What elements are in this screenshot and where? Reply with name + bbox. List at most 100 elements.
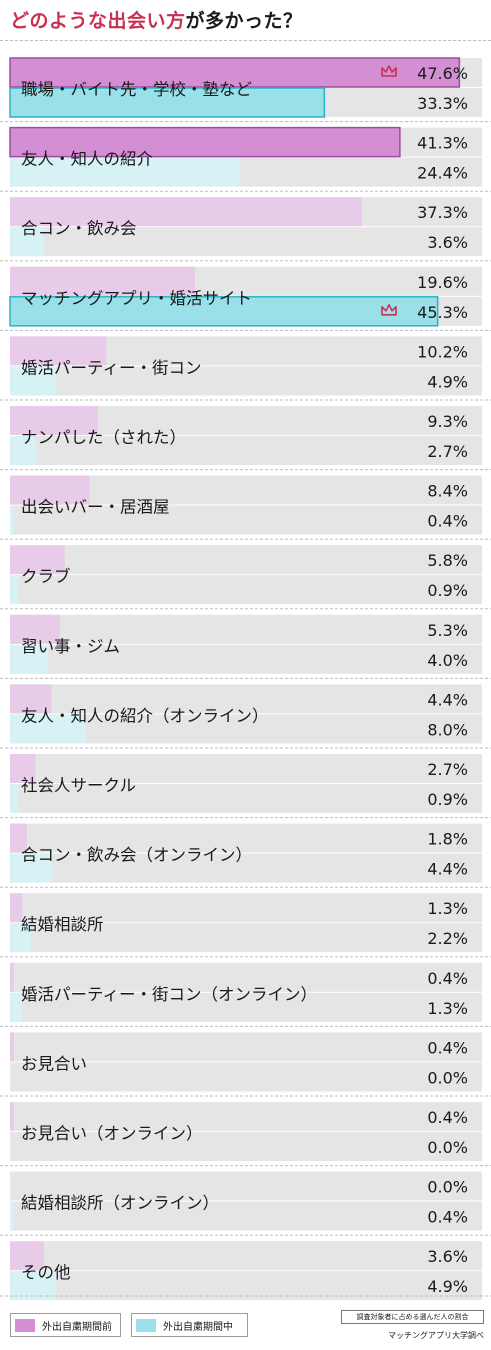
legend-during: 外出自粛期間中 [131, 1313, 248, 1337]
bar-track-during [10, 1062, 482, 1092]
bar-during [9, 87, 326, 118]
bar-before [10, 823, 27, 853]
legend-before-swatch [15, 1318, 35, 1332]
legend-during-label: 外出自粛期間中 [163, 1321, 233, 1333]
bar-track-during [10, 1132, 482, 1161]
category-label: マッチングアプリ・婚活サイト [21, 289, 252, 308]
value-label-before: 2.7% [427, 760, 468, 779]
bar-before [10, 545, 65, 575]
bar-during [9, 296, 439, 327]
bar-before [10, 1241, 44, 1271]
value-label-during: 0.9% [427, 790, 468, 809]
value-label-before: 5.8% [427, 551, 468, 570]
bar-track-before [10, 684, 482, 714]
bar-track-during [10, 436, 482, 465]
value-label-during: 4.0% [427, 651, 468, 670]
chart-title-rest: が多かった？ [185, 10, 303, 32]
value-label-before: 0.4% [427, 969, 468, 988]
bar-track-before [10, 1032, 482, 1062]
value-label-during: 1.3% [427, 999, 468, 1018]
value-label-before: 47.6% [417, 64, 468, 83]
crown-icon [381, 65, 397, 77]
value-label-during: 4.9% [427, 1277, 468, 1296]
bar-during [10, 1271, 57, 1300]
category-label: 婚活パーティー・街コン [21, 358, 202, 377]
category-label: 婚活パーティー・街コン（オンライン） [21, 985, 317, 1004]
bar-during [10, 505, 14, 535]
bar-during [10, 436, 36, 465]
value-label-during: 2.2% [427, 929, 468, 948]
value-label-before: 0.0% [427, 1178, 468, 1197]
value-label-before: 4.4% [427, 690, 468, 709]
value-label-during: 45.3% [417, 303, 468, 322]
bar-chart: 47.6% 33.3% 職場・バイト先・学校・塾など 41.3% 24.4% 友人・知人の… [0, 57, 491, 1300]
chart-title: どのような出会い方が多かった？ [10, 6, 303, 33]
bar-before [10, 197, 363, 227]
legend-during-swatch [136, 1318, 156, 1332]
bar-track-before [10, 893, 482, 923]
category-label: 社会人サークル [21, 776, 136, 795]
bar-during [10, 714, 86, 744]
bar-track-before [10, 1102, 482, 1131]
value-label-before: 0.4% [427, 1108, 468, 1127]
value-label-before: 19.6% [417, 273, 468, 292]
bar-track-during [10, 227, 482, 257]
category-label: 職場・バイト先・学校・塾など [21, 79, 253, 99]
bar-track-during [10, 1201, 482, 1231]
bar-track-during [10, 784, 482, 813]
source-credit: マッチングアプリ大学調べ [388, 1331, 484, 1340]
bar-before [10, 893, 23, 923]
bar-track-during [10, 505, 482, 535]
bar-before [10, 1102, 14, 1131]
bar-track-before [10, 962, 482, 992]
bar-during [10, 227, 44, 257]
value-label-during: 0.0% [427, 1138, 468, 1157]
bar-during [10, 157, 241, 187]
bar-track-before [10, 1241, 482, 1271]
value-label-during: 2.7% [427, 442, 468, 461]
value-label-during: 3.6% [427, 233, 468, 252]
category-label: 結婚相談所（オンライン） [21, 1194, 219, 1213]
category-label: クラブ [21, 566, 71, 586]
bar-before [10, 475, 90, 505]
chart-title-accent: どのような出会い方 [10, 10, 186, 32]
bar-before [9, 57, 461, 88]
bar-during [10, 992, 23, 1022]
bar-during [10, 923, 31, 953]
bar-track-during [10, 714, 482, 744]
bar-before [10, 684, 52, 714]
value-label-during: 4.9% [427, 372, 468, 391]
bar-track-before [10, 823, 482, 853]
category-label: 合コン・飲み会 [21, 219, 137, 238]
value-label-before: 1.3% [427, 899, 468, 918]
value-label-before: 41.3% [417, 134, 468, 153]
bar-track-before [10, 614, 482, 644]
category-label: その他 [21, 1263, 71, 1282]
bar-before [10, 336, 107, 366]
category-label: 結婚相談所 [21, 915, 104, 934]
bar-during [10, 1201, 14, 1231]
bar-before [10, 406, 98, 435]
value-label-before: 5.3% [427, 621, 468, 640]
bar-track-during [10, 992, 482, 1022]
bar-before [10, 614, 61, 644]
bar-track-before [10, 545, 482, 575]
category-label: ナンパした（された） [21, 428, 186, 447]
crown-icon [381, 304, 397, 316]
value-label-during: 24.4% [417, 164, 468, 183]
bar-during [10, 575, 19, 605]
value-label-before: 1.8% [427, 830, 468, 849]
value-label-during: 0.4% [427, 512, 468, 531]
value-label-before: 9.3% [427, 412, 468, 431]
bar-before [10, 1032, 14, 1062]
bar-track-before [10, 754, 482, 783]
value-label-before: 8.4% [427, 482, 468, 501]
bar-before [10, 266, 196, 296]
bar-track-before [10, 1171, 482, 1201]
bar-during [10, 853, 52, 883]
value-label-during: 8.0% [427, 720, 468, 739]
value-label-during: 33.3% [417, 94, 468, 113]
value-label-during: 0.4% [427, 1208, 468, 1227]
bar-track-during [10, 853, 482, 883]
category-label: 友人・知人の紹介 [21, 150, 154, 169]
